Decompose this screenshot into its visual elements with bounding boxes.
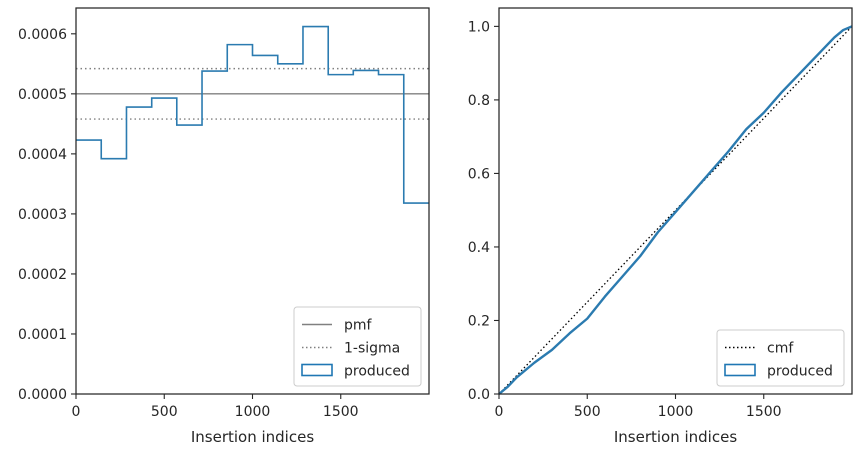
x-axis: 0 500 1000 1500	[495, 394, 782, 420]
x-axis-label: Insertion indices	[614, 428, 737, 446]
produced-histogram	[76, 25, 429, 204]
legend-label: produced	[767, 364, 833, 380]
x-tick-label: 500	[151, 404, 178, 420]
x-axis-label: Insertion indices	[191, 428, 314, 446]
plot-frame	[498, 7, 853, 395]
legend-box	[293, 306, 422, 387]
y-axis: 0.0000 0.0001 0.0002 0.0003 0.0004 0.0005 0.00…	[18, 27, 76, 403]
legend-label: 1-sigma	[344, 341, 400, 357]
legend: cmf produced	[716, 329, 845, 387]
x-tick-label: 1000	[658, 404, 694, 420]
x-axis: 0 500 1000 1500	[72, 394, 359, 420]
y-tick-label: 1.0	[468, 19, 490, 35]
legend-handle	[301, 363, 333, 377]
legend-handle	[724, 363, 756, 377]
legend-label: produced	[344, 364, 410, 380]
x-tick-label: 0	[72, 404, 81, 420]
right-chart: 0 500 1000 1500 0.0 0.2 0.4 0.6 0.8 1.0 Insertio…	[468, 7, 853, 446]
y-tick-label: 0.4	[468, 240, 490, 256]
legend: pmf 1-sigma produced	[293, 306, 422, 387]
y-tick-label: 0.0004	[18, 147, 67, 163]
legend-label: pmf	[344, 318, 373, 334]
cmf-line	[498, 25, 853, 395]
y-tick-label: 0.0000	[18, 387, 67, 403]
left-chart: 0 500 1000 1500 0.00000.00010.00020.00030.0…	[18, 7, 430, 446]
x-tick-label: 1500	[323, 404, 359, 420]
legend-label: cmf	[767, 341, 794, 357]
y-tick-label: 0.0002	[18, 267, 67, 283]
y-tick-label: 0.0006	[18, 27, 67, 43]
x-tick-label: 0	[495, 404, 504, 420]
x-tick-label: 1500	[746, 404, 782, 420]
plot-frame	[75, 7, 430, 395]
x-tick-label: 500	[574, 404, 601, 420]
y-tick-label: 0.6	[468, 166, 490, 182]
x-tick-label: 1000	[235, 404, 271, 420]
y-tick-label: 0.0003	[18, 207, 67, 223]
y-tick-label: 0.8	[468, 93, 490, 109]
y-tick-label: 0.2	[468, 313, 490, 329]
legend-box	[716, 329, 845, 387]
produced-cdf-line	[498, 25, 853, 395]
y-axis: 0.0 0.2 0.4 0.6 0.8 1.0	[468, 19, 499, 403]
y-tick-label: 0.0001	[18, 327, 67, 343]
y-tick-label: 0.0	[468, 387, 490, 403]
y-tick-label: 0.0005	[18, 87, 67, 103]
